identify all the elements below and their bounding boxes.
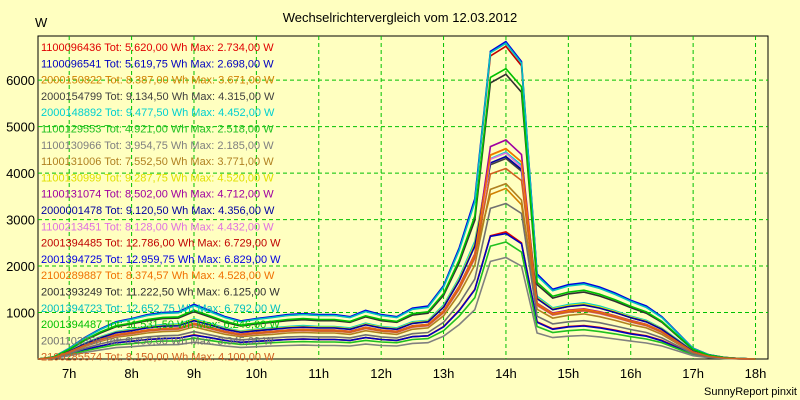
series-line-2001394487 xyxy=(37,67,756,360)
series-line-1100130966 xyxy=(37,256,756,360)
legend-entry-1100213451: 1100213451 Tot: 8.128,00 Wh Max: 4.432,0… xyxy=(41,221,274,233)
legend-entry-2000150822: 2000150822 Tot: 8.387,00 Wh Max: 3.671,0… xyxy=(41,75,275,87)
x-tick-label: 12h xyxy=(370,366,392,381)
credit-label: SunnyReport pinxit xyxy=(704,386,797,398)
x-tick-label: 10h xyxy=(246,366,268,381)
x-tick-label: 11h xyxy=(308,366,329,381)
y-tick-labels: 1000 2000 3000 4000 5000 6000 xyxy=(6,73,35,320)
x-tick-label: 8h xyxy=(124,366,138,381)
legend-entry-2001102358: 2001102358 Tot: 6.450,00 Wh Max: 3.345,0… xyxy=(41,335,274,347)
y-tick-label: 4000 xyxy=(6,166,35,181)
x-tick-label: 15h xyxy=(557,366,579,381)
legend-entry-1100131006: 1100131006 Tot: 7.552,50 Wh Max: 3.771,0… xyxy=(41,156,274,168)
series-line-2001393249 xyxy=(37,73,756,360)
series-line-2000001478 xyxy=(37,155,756,360)
legend-entry-2000001478: 2000001478 Tot: 9.120,50 Wh Max: 4.356,0… xyxy=(41,205,275,217)
chart-title: Wechselrichtervergleich vom 12.03.2012 xyxy=(283,10,518,25)
y-tick-label: 6000 xyxy=(6,73,35,88)
legend-entry-2100289887: 2100289887 Tot: 8.374,57 Wh Max: 4.528,0… xyxy=(41,270,275,282)
series-line-2100285574 xyxy=(37,167,756,360)
series-line-1100129553 xyxy=(37,241,756,360)
legend-entry-1100130999: 1100130999 Tot: 9.287,75 Wh Max: 4.520,0… xyxy=(41,172,274,184)
legend-entry-1100130966: 1100130966 Tot: 3.954,75 Wh Max: 2.185,0… xyxy=(41,140,274,152)
series-line-2001102358 xyxy=(37,202,756,360)
x-tick-label: 13h xyxy=(433,366,455,381)
series-line-2001394723 xyxy=(37,42,756,360)
legend-entry-1100096436: 1100096436 Tot: 5.620,00 Wh Max: 2.734,0… xyxy=(41,42,274,54)
legend-entry-1100096541: 1100096541 Tot: 5.619,75 Wh Max: 2.698,0… xyxy=(41,58,274,70)
series-lines xyxy=(37,40,756,360)
legend-entry-1100129553: 1100129553 Tot: 4.921,00 Wh Max: 2.518,0… xyxy=(41,124,274,136)
legend-entry-2001393249: 2001393249 Tot: 11.222,50 Wh Max: 6.125,… xyxy=(41,287,280,299)
x-tick-label: 17h xyxy=(682,366,704,381)
y-tick-label: 2000 xyxy=(6,259,35,274)
x-tick-labels: 7h 8h 9h 10h 11h 12h 13h 14h 15h 16h 17h 18h xyxy=(62,366,766,381)
y-tick-label: 1000 xyxy=(6,306,35,321)
y-tick-label: 5000 xyxy=(6,120,35,135)
y-axis-unit: W xyxy=(35,15,48,30)
legend-entry-2000148892: 2000148892 Tot: 9.477,50 Wh Max: 4.452,0… xyxy=(41,107,275,119)
series-line-1100131006 xyxy=(37,182,756,360)
x-tick-label: 9h xyxy=(187,366,201,381)
legend-entry-2000154799: 2000154799 Tot: 9.134,50 Wh Max: 4.315,0… xyxy=(41,91,275,103)
legend-entry-1100131074: 1100131074 Tot: 8.502,00 Wh Max: 4.712,0… xyxy=(41,189,274,201)
legend-entry-2001394723: 2001394723 Tot: 12.652,75 Wh Max: 6.792,… xyxy=(41,303,281,315)
legend-entry-2001394485: 2001394485 Tot: 12.786,00 Wh Max: 6.729,… xyxy=(41,238,281,250)
legend-entry-2001394725: 2001394725 Tot: 12.959,75 Wh Max: 6.829,… xyxy=(41,254,281,266)
x-tick-label: 7h xyxy=(62,366,76,381)
legend: 1100096436 Tot: 5.620,00 Wh Max: 2.734,0… xyxy=(41,42,281,364)
legend-entry-2001394487: 2001394487 Tot: 11.531,50 Wh Max: 6.246,… xyxy=(41,319,280,331)
legend-entry-2100285574: 2100285574 Tot: 8.150,00 Wh Max: 4.100,0… xyxy=(41,352,275,364)
series-line-1100096541 xyxy=(37,232,756,360)
y-tick-label: 3000 xyxy=(6,213,35,228)
x-tick-label: 14h xyxy=(495,366,517,381)
x-tick-label: 18h xyxy=(745,366,767,381)
x-tick-label: 16h xyxy=(620,366,642,381)
